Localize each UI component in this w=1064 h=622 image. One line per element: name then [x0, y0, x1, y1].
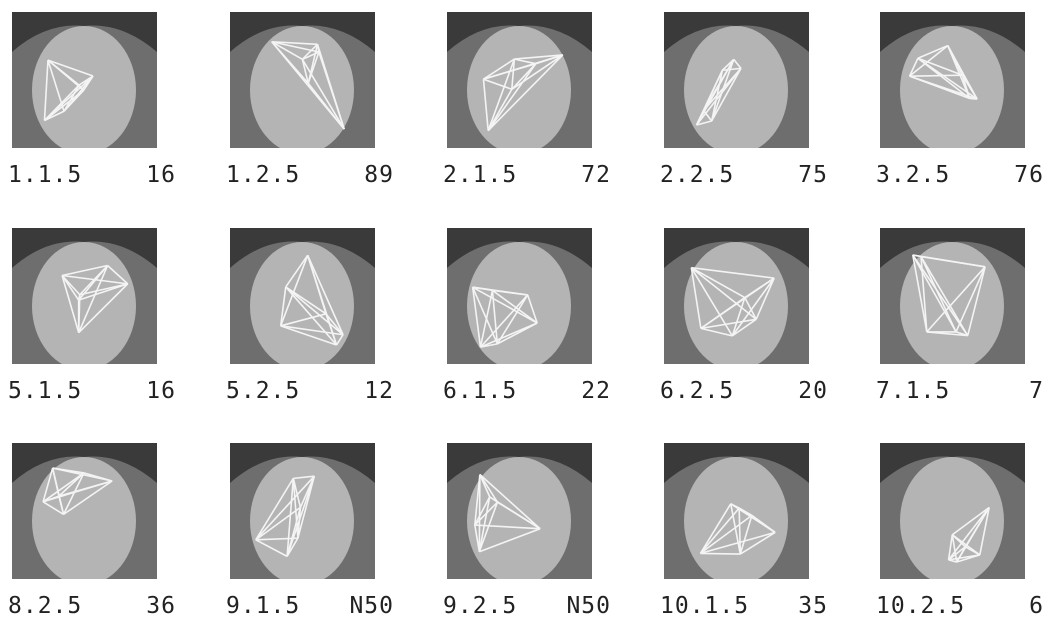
face-shape	[250, 242, 354, 364]
image-id: 10.1.5	[660, 593, 749, 619]
face-image	[230, 443, 375, 579]
caption: 6.2.5 20	[660, 378, 828, 404]
caption: 5.1.5 16	[8, 378, 176, 404]
face-image	[447, 443, 592, 579]
face-image	[230, 228, 375, 364]
figure-cell: 6.1.5 22	[443, 228, 623, 428]
figure-cell: 1.1.5 16	[8, 12, 188, 212]
figure-cell: 6.2.5 20	[660, 228, 840, 428]
caption: 9.2.5 N50	[443, 593, 611, 619]
image-id: 1.1.5	[8, 162, 82, 188]
figure-cell: 2.2.5 75	[660, 12, 840, 212]
figure-cell: 9.1.5 N50	[226, 443, 406, 622]
score: N50	[566, 593, 611, 619]
caption: 2.1.5 72	[443, 162, 611, 188]
score: 75	[798, 162, 828, 188]
feature-graph-edge	[910, 75, 963, 76]
image-id: 1.2.5	[226, 162, 300, 188]
caption: 9.1.5 N50	[226, 593, 394, 619]
figure-cell: 10.2.5 6	[876, 443, 1056, 622]
image-id: 9.2.5	[443, 593, 517, 619]
face-shape	[900, 26, 1004, 148]
image-id: 2.2.5	[660, 162, 734, 188]
image-id: 9.1.5	[226, 593, 300, 619]
face-image	[230, 12, 375, 148]
image-id: 6.2.5	[660, 378, 734, 404]
score: 6	[1029, 593, 1044, 619]
face-image	[880, 12, 1025, 148]
feature-graph-edge	[700, 553, 740, 554]
caption: 5.2.5 12	[226, 378, 394, 404]
caption: 7.1.5 7	[876, 378, 1044, 404]
figure-cell: 7.1.5 7	[876, 228, 1056, 428]
figure-cell: 2.1.5 72	[443, 12, 623, 212]
score: 72	[581, 162, 611, 188]
face-shape	[32, 242, 136, 364]
feature-graph-edge	[739, 508, 740, 554]
caption: 8.2.5 36	[8, 593, 176, 619]
image-id: 3.2.5	[876, 162, 950, 188]
score: 16	[146, 162, 176, 188]
image-id: 2.1.5	[443, 162, 517, 188]
image-id: 5.1.5	[8, 378, 82, 404]
figure-cell: 10.1.5 35	[660, 443, 840, 622]
score: 20	[798, 378, 828, 404]
face-image	[12, 443, 157, 579]
score: 7	[1029, 378, 1044, 404]
face-shape	[684, 26, 788, 148]
face-image	[664, 443, 809, 579]
caption: 1.1.5 16	[8, 162, 176, 188]
score: 76	[1014, 162, 1044, 188]
face-shape	[250, 457, 354, 579]
score: 16	[146, 378, 176, 404]
image-id: 7.1.5	[876, 378, 950, 404]
image-id: 10.2.5	[876, 593, 965, 619]
score: N50	[349, 593, 394, 619]
figure-cell: 1.2.5 89	[226, 12, 406, 212]
figure-cell: 3.2.5 76	[876, 12, 1056, 212]
image-id: 5.2.5	[226, 378, 300, 404]
score: 36	[146, 593, 176, 619]
image-id: 6.1.5	[443, 378, 517, 404]
feature-graph-edge	[79, 295, 80, 333]
caption: 1.2.5 89	[226, 162, 394, 188]
face-image	[880, 228, 1025, 364]
face-image	[12, 228, 157, 364]
face-image	[664, 12, 809, 148]
feature-graph-edge	[970, 98, 977, 99]
image-id: 8.2.5	[8, 593, 82, 619]
figure-cell: 8.2.5 36	[8, 443, 188, 622]
figure-cell: 5.1.5 16	[8, 228, 188, 428]
face-image	[664, 228, 809, 364]
caption: 2.2.5 75	[660, 162, 828, 188]
face-image	[447, 12, 592, 148]
score: 12	[364, 378, 394, 404]
face-shape	[250, 26, 354, 148]
score: 89	[364, 162, 394, 188]
figure-cell: 9.2.5 N50	[443, 443, 623, 622]
caption: 10.1.5 35	[660, 593, 828, 619]
figure: 1.1.5161.2.5892.1.5722.2.5753.2.5765.1.5…	[0, 0, 1064, 622]
face-image	[12, 12, 157, 148]
face-image	[880, 443, 1025, 579]
face-image	[447, 228, 592, 364]
caption: 6.1.5 22	[443, 378, 611, 404]
face-shape	[684, 457, 788, 579]
caption: 10.2.5 6	[876, 593, 1044, 619]
score: 35	[798, 593, 828, 619]
caption: 3.2.5 76	[876, 162, 1044, 188]
figure-cell: 5.2.5 12	[226, 228, 406, 428]
score: 22	[581, 378, 611, 404]
